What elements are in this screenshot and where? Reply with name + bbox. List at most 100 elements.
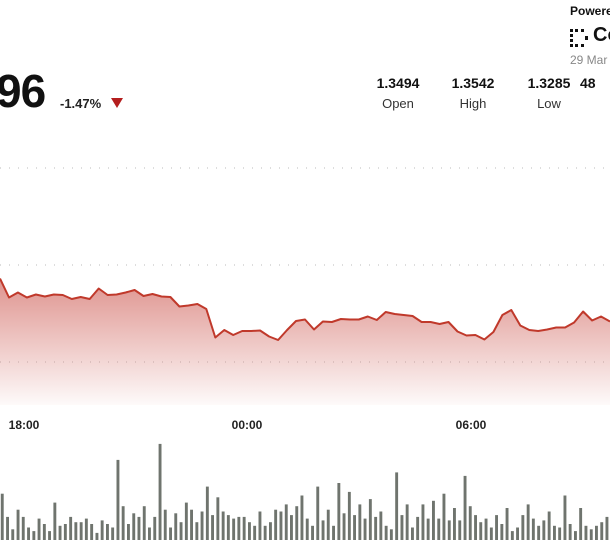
volume-bar (211, 515, 214, 540)
powered-by-label: Powered (570, 4, 610, 18)
volume-bar (553, 525, 556, 540)
volume-bar (42, 524, 46, 540)
volume-bar (242, 516, 246, 540)
chart-date: 29 Mar (570, 53, 608, 67)
volume-bar (174, 513, 178, 540)
volume-bar (100, 520, 104, 540)
volume-bar (442, 493, 446, 540)
volume-bar (374, 516, 378, 540)
volume-bar (153, 516, 157, 540)
volume-bar (274, 509, 278, 540)
volume-bar (158, 443, 162, 540)
volume-bar (405, 504, 409, 540)
volume-bar (205, 486, 209, 540)
volume-bar (311, 525, 314, 540)
volume-bar (447, 520, 451, 540)
volume-bar (316, 486, 320, 540)
volume-bar (337, 483, 341, 540)
volume-bar (326, 509, 330, 540)
volume-bar (253, 525, 257, 540)
volume-bar (531, 518, 535, 540)
volume-bar (121, 506, 125, 540)
volume-bar (6, 516, 9, 540)
volume-bar (295, 506, 299, 540)
brand-name: Co (593, 24, 610, 46)
volume-bar (216, 497, 220, 540)
volume-bar (27, 527, 30, 540)
volume-bar (195, 522, 199, 540)
stat-high: 1.3542 High (443, 75, 503, 111)
volume-bar (537, 525, 541, 540)
volume-bar (300, 495, 304, 540)
volume-bar (416, 516, 420, 540)
volume-bar (495, 515, 498, 540)
volume-bar (400, 515, 404, 540)
down-arrow-icon (111, 98, 123, 108)
volume-bar (332, 525, 335, 540)
current-price: 96 (0, 65, 46, 117)
volume-bar (363, 518, 367, 540)
volume-bar (342, 513, 346, 540)
volume-bar (90, 524, 94, 540)
volume-bar (589, 529, 593, 540)
volume-bar (484, 518, 488, 540)
volume-bar (116, 459, 120, 540)
volume-bar (179, 522, 183, 540)
stat-value: 48 (580, 75, 596, 91)
price-line (0, 278, 610, 341)
volume-bar (479, 522, 483, 540)
volume-bar (547, 511, 551, 540)
brand-logo-icon (570, 29, 588, 47)
volume-bar (411, 527, 414, 540)
volume-bar (232, 518, 236, 540)
volume-bar (358, 504, 362, 540)
x-tick-label: 00:00 (232, 418, 263, 432)
volume-bar (463, 475, 467, 540)
volume-bars (0, 443, 609, 540)
volume-bar (263, 525, 267, 540)
volume-bar (11, 529, 15, 540)
volume-bar (258, 511, 262, 540)
volume-bar (0, 493, 4, 540)
x-tick-label: 06:00 (456, 418, 487, 432)
volume-bar (95, 532, 99, 540)
volume-bar (579, 508, 583, 540)
volume-bar (500, 524, 504, 540)
volume-bar (53, 502, 57, 540)
volume-bar (269, 522, 272, 540)
volume-bar (563, 495, 567, 540)
volume-bar (458, 520, 462, 540)
stat-value: 1.3285 (527, 75, 571, 91)
stat-label: High (459, 96, 487, 111)
volume-bar (148, 527, 151, 540)
volume-bar (111, 527, 115, 540)
volume-bar (74, 522, 78, 540)
stat-value: 1.3494 (376, 75, 420, 91)
volume-bar (221, 511, 225, 540)
volume-bar (353, 515, 356, 540)
volume-bar (521, 515, 525, 540)
volume-bar (63, 524, 67, 540)
volume-bar (395, 472, 399, 540)
stat-open: 1.3494 Open (368, 75, 428, 111)
volume-bar (32, 531, 36, 540)
price-area-fill (0, 278, 610, 405)
volume-bar (137, 516, 141, 540)
stat-label: Open (382, 96, 414, 111)
volume-bar (379, 511, 383, 540)
volume-bar (426, 518, 430, 540)
volume-bar (584, 525, 588, 540)
stat-low: 1.3285 Low (519, 75, 579, 111)
volume-bar (595, 525, 598, 540)
volume-bar (190, 509, 193, 540)
volume-bar (226, 515, 230, 540)
volume-bar (421, 504, 425, 540)
volume-bar (489, 527, 493, 540)
volume-bar (16, 509, 20, 540)
volume-bar (248, 522, 251, 540)
volume-bar (84, 518, 88, 540)
volume-bar (468, 506, 472, 540)
volume-bar (432, 500, 435, 540)
stat-label: Low (537, 96, 561, 111)
